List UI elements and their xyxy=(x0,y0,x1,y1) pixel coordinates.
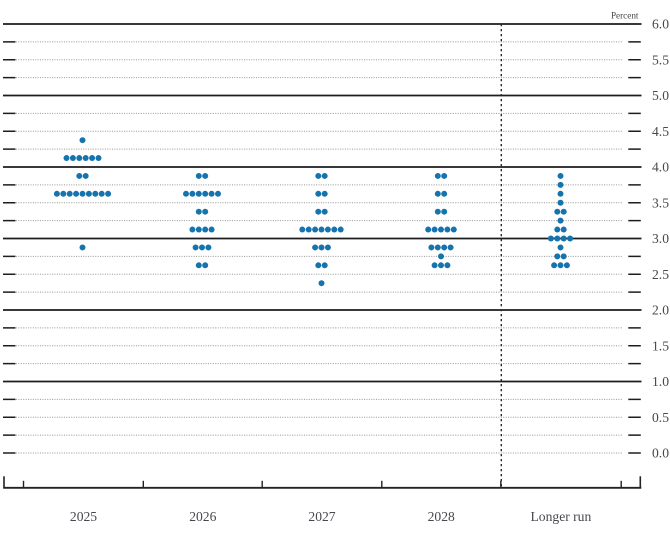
svg-text:4.0: 4.0 xyxy=(652,160,669,175)
svg-text:4.5: 4.5 xyxy=(652,124,669,139)
svg-text:5.5: 5.5 xyxy=(652,52,669,67)
svg-text:Percent: Percent xyxy=(611,11,639,21)
svg-text:2027: 2027 xyxy=(308,509,335,524)
svg-text:3.5: 3.5 xyxy=(652,195,669,210)
svg-text:2026: 2026 xyxy=(189,509,216,524)
svg-text:1.5: 1.5 xyxy=(652,338,669,353)
svg-text:1.0: 1.0 xyxy=(652,374,669,389)
svg-text:0.5: 0.5 xyxy=(652,410,669,425)
svg-text:3.0: 3.0 xyxy=(652,231,669,246)
svg-text:Longer run: Longer run xyxy=(531,509,592,524)
svg-text:2.5: 2.5 xyxy=(652,267,669,282)
svg-text:0.0: 0.0 xyxy=(652,446,669,461)
svg-text:2.0: 2.0 xyxy=(652,303,669,318)
svg-text:2025: 2025 xyxy=(70,509,97,524)
svg-text:5.0: 5.0 xyxy=(652,88,669,103)
svg-text:2028: 2028 xyxy=(428,509,455,524)
svg-text:6.0: 6.0 xyxy=(652,17,669,32)
